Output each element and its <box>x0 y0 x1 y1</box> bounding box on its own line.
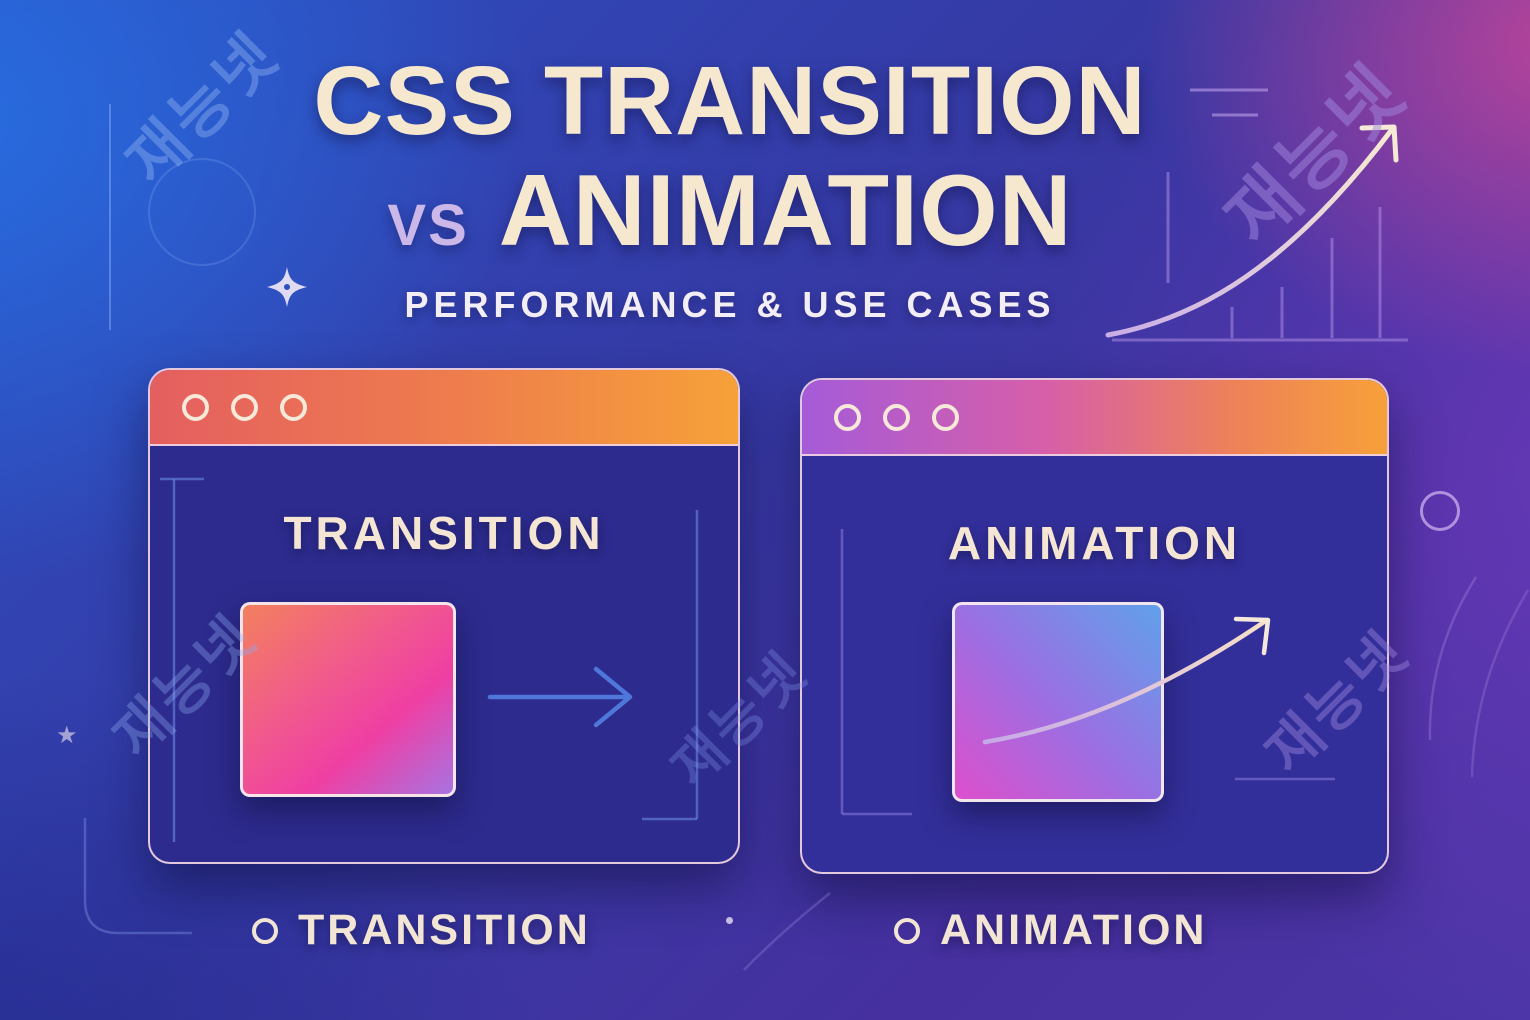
vertical-line-decoration <box>109 104 111 330</box>
small-star-icon: ★ <box>56 722 78 749</box>
page-title-line2: VS ANIMATION <box>0 158 1460 264</box>
legend-label: ANIMATION <box>940 906 1208 954</box>
window-button-icon <box>834 403 861 431</box>
window-button-icon <box>932 403 959 431</box>
window-button-icon <box>182 393 209 421</box>
growth-chart-decoration <box>1105 88 1408 342</box>
transition-panel-title: TRANSITION <box>283 507 605 559</box>
faint-circle-decoration <box>148 158 256 266</box>
legend-item-animation: ANIMATION <box>894 906 1207 955</box>
transition-window-titlebar <box>150 370 738 446</box>
dot-decoration <box>726 917 733 924</box>
animation-gradient-box <box>952 602 1164 802</box>
transition-window: TRANSITION <box>148 368 740 864</box>
legend-label: TRANSITION <box>298 906 591 954</box>
right-arrow-icon <box>487 666 633 728</box>
page-title-line1: CSS TRANSITION <box>313 46 1147 155</box>
animation-window-titlebar <box>802 380 1387 456</box>
legend-bullet-icon <box>252 917 278 944</box>
window-button-icon <box>280 393 307 421</box>
vs-text: VS <box>387 193 469 258</box>
growth-arrow-head-icon <box>1359 124 1399 163</box>
growth-arrow-curve <box>1105 125 1396 338</box>
animation-window: ANIMATION <box>800 378 1389 874</box>
easing-curve-arrow-icon <box>982 616 1271 745</box>
window-button-icon <box>231 393 258 421</box>
rounded-corner-line-decoration <box>83 818 192 935</box>
circle-outline-decoration <box>1420 491 1460 531</box>
animation-panel-title: ANIMATION <box>947 517 1242 569</box>
small-curve-decoration <box>743 892 831 971</box>
arc-lines-decoration <box>1428 576 1530 778</box>
sparkle-star-icon <box>267 267 307 307</box>
legend-item-transition: TRANSITION <box>252 906 591 955</box>
page-subtitle: PERFORMANCE & USE CASES <box>404 284 1056 325</box>
window-button-icon <box>883 403 910 431</box>
legend-bullet-icon <box>894 917 920 944</box>
page-title-line2-word: ANIMATION <box>498 155 1073 267</box>
transition-gradient-box <box>240 602 456 797</box>
